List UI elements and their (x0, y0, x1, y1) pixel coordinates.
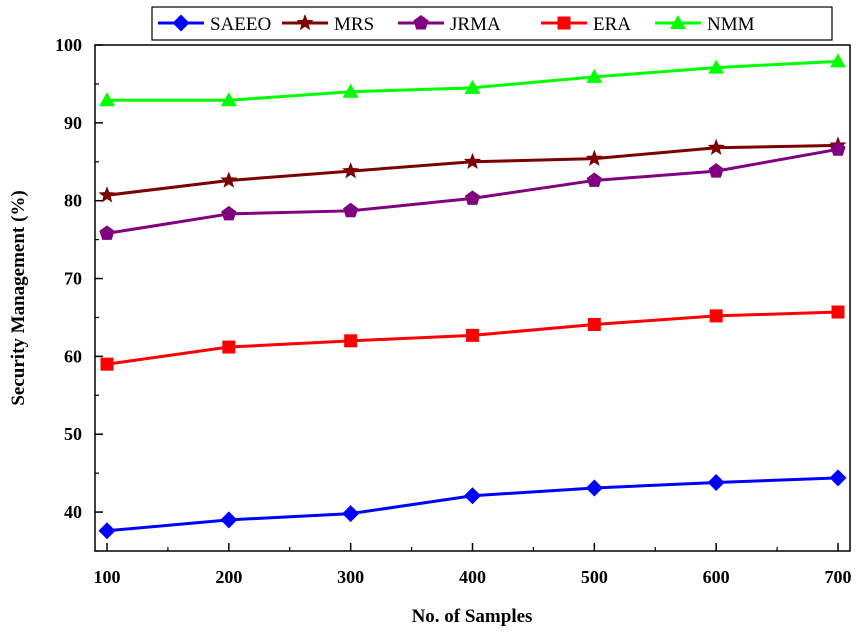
point-jrma (343, 202, 359, 218)
point-nmm (830, 53, 846, 68)
point-nmm (708, 59, 725, 74)
y-tick-label: 100 (55, 35, 82, 55)
x-tick-label: 200 (215, 567, 242, 587)
legend: SAEEO MRS JRMA ERA NMM (151, 6, 833, 41)
point-nmm (586, 68, 603, 83)
point-mrs (342, 162, 360, 179)
y-tick-label: 40 (64, 502, 82, 522)
legend-label-jrma: JRMA (450, 14, 501, 35)
point-nmm (220, 92, 237, 107)
point-jrma (586, 172, 602, 187)
legend-item-saeeo: SAEEO (158, 14, 271, 35)
point-jrma (708, 163, 724, 178)
series-layer (98, 53, 847, 540)
point-era (100, 357, 114, 371)
y-tick-label: 50 (64, 424, 82, 444)
point-era (831, 305, 845, 319)
point-mrs (585, 149, 603, 166)
point-nmm (342, 83, 359, 98)
legend-marker-nmm (670, 15, 686, 29)
legend-item-jrma: JRMA (398, 14, 501, 35)
x-tick-label: 100 (94, 567, 121, 587)
legend-label-saeeo: SAEEO (210, 14, 271, 35)
point-jrma (221, 205, 237, 221)
series-era (100, 305, 845, 371)
legend-marker-mrs (296, 14, 314, 31)
x-tick-label: 700 (825, 567, 852, 587)
legend-label-nmm: NMM (707, 14, 755, 35)
point-mrs (98, 186, 116, 203)
point-era (344, 334, 358, 348)
x-tick-label: 300 (337, 567, 364, 587)
point-nmm (464, 79, 481, 94)
point-mrs (220, 171, 238, 188)
minor-ticks (95, 83, 778, 552)
legend-item-mrs: MRS (282, 14, 374, 35)
y-tick-label: 60 (64, 346, 82, 366)
point-saeeo (342, 505, 360, 523)
legend-item-nmm: NMM (655, 14, 755, 35)
y-tick-label: 80 (64, 191, 82, 211)
point-saeeo (464, 487, 481, 505)
x-tick-label: 500 (581, 567, 608, 587)
legend-box (151, 6, 833, 41)
point-era (709, 309, 723, 323)
y-tick-label: 90 (64, 113, 82, 133)
y-tick-label: 70 (64, 269, 82, 289)
x-tick-label: 600 (703, 567, 730, 587)
legend-item-era: ERA (541, 14, 631, 35)
point-saeeo (585, 479, 603, 497)
series-saeeo (98, 469, 847, 540)
x-axis-title: No. of Samples (412, 606, 533, 627)
legend-marker-saeeo (172, 14, 190, 32)
plot-frame (94, 44, 851, 552)
point-jrma (830, 141, 846, 156)
x-tick-labels: 100 200 300 400 500 600 700 (94, 567, 852, 587)
point-mrs (463, 152, 482, 170)
point-saeeo (829, 469, 847, 487)
y-axis-title: Security Management (%) (8, 190, 29, 405)
point-mrs (707, 138, 725, 156)
point-saeeo (707, 473, 725, 491)
point-era (587, 317, 601, 331)
point-era (466, 328, 479, 342)
series-nmm (99, 53, 846, 107)
series-line-saeeo (106, 476, 839, 533)
legend-label-mrs: MRS (334, 14, 374, 35)
point-jrma (464, 190, 481, 205)
point-jrma (99, 225, 115, 240)
y-tick-labels: 40 50 60 70 80 90 100 (55, 35, 82, 522)
point-era (222, 340, 236, 354)
point-saeeo (98, 522, 116, 540)
legend-marker-era (557, 16, 571, 30)
legend-marker-jrma (413, 15, 429, 30)
legend-label-era: ERA (593, 14, 631, 35)
major-ticks (95, 44, 839, 551)
point-nmm (99, 92, 115, 107)
point-saeeo (220, 511, 238, 529)
series-jrma (99, 141, 846, 240)
x-tick-label: 400 (459, 567, 486, 587)
